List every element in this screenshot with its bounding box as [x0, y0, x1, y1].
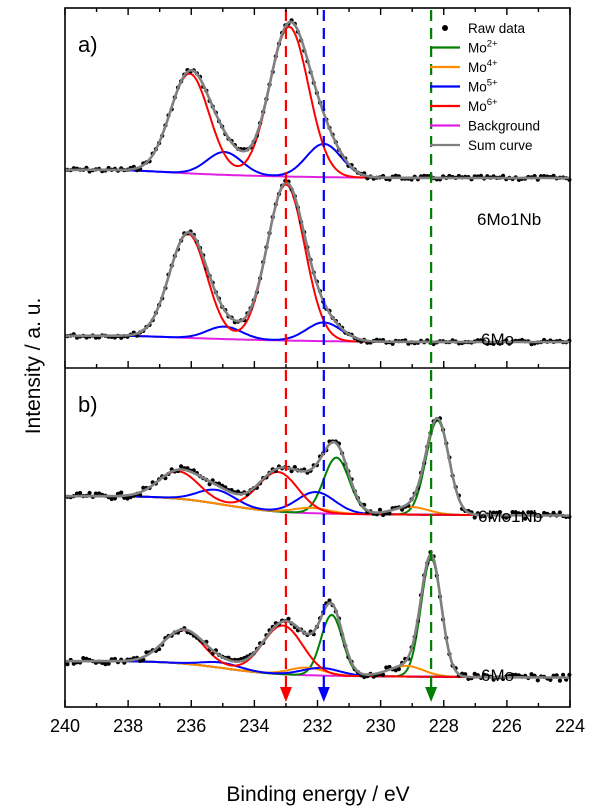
raw-data-point	[119, 490, 124, 495]
sum-curve	[64, 20, 570, 180]
raw-data-point	[513, 510, 518, 515]
x-tick-label: 224	[555, 716, 585, 736]
reference-arrow	[317, 687, 330, 702]
raw-data-point	[561, 672, 566, 678]
raw-data-point	[87, 490, 92, 496]
sample-label-a-bottom: 6Mo	[481, 330, 514, 349]
sum-curve	[65, 181, 570, 344]
axes-frame	[64, 7, 571, 708]
legend-label: Sum curve	[468, 138, 533, 153]
reference-arrow	[425, 687, 438, 702]
sample-label-b-bottom: 6Mo	[481, 666, 514, 685]
raw-data-point	[65, 662, 70, 667]
raw-data-point	[526, 510, 531, 515]
legend-item: Mo6+	[430, 97, 498, 114]
spectrum-b-6mo1nb	[65, 416, 572, 521]
component-curve-mo6plus	[65, 183, 570, 343]
raw-data-point	[472, 515, 477, 520]
x-axis-title: Binding energy / eV	[226, 783, 409, 806]
x-tick-label: 232	[302, 716, 332, 736]
raw-data-point	[557, 510, 563, 515]
legend-label: Mo4+	[468, 58, 498, 75]
raw-data-point	[109, 496, 114, 502]
raw-data-point	[510, 509, 515, 515]
raw-data-point	[542, 510, 547, 516]
raw-data-points	[65, 550, 572, 683]
raw-data-point	[93, 491, 98, 496]
legend-item: Background	[430, 119, 540, 134]
raw-data-point	[557, 678, 563, 683]
sum-curve	[65, 416, 570, 517]
x-tick-label: 234	[239, 716, 269, 736]
raw-data-point	[551, 510, 556, 515]
legend-label: Mo2+	[468, 39, 498, 56]
x-tick-label: 236	[176, 716, 206, 736]
legend: Raw data Mo2+ Mo4+ Mo5+ Mo6+ Background Sum cu…	[430, 21, 540, 153]
legend-item: Sum curve	[430, 138, 533, 153]
sum-curve	[65, 552, 570, 679]
raw-data-point	[141, 485, 146, 490]
raw-data-point	[179, 464, 184, 469]
raw-data-point	[387, 511, 392, 516]
legend-label: Raw data	[468, 21, 526, 36]
plot-frame	[64, 7, 571, 708]
x-tick-label: 238	[113, 716, 143, 736]
raw-data-point	[144, 650, 149, 655]
raw-data-point	[327, 598, 332, 603]
raw-data-point	[362, 674, 367, 680]
sample-label-b-top: 6Mo1Nb	[478, 507, 542, 526]
legend-item: Mo5+	[430, 78, 498, 95]
raw-data-point	[482, 672, 487, 677]
raw-data-point	[396, 667, 401, 672]
spectrum-b-6mo	[65, 550, 572, 683]
raw-data-point	[491, 677, 496, 682]
raw-data-point	[78, 490, 83, 496]
raw-data-point	[497, 509, 502, 515]
x-axis-ticks: 240 238 236 234 232 230 228 226 224	[50, 8, 585, 736]
legend-label: Mo5+	[468, 78, 498, 95]
reference-lines	[279, 10, 438, 702]
raw-data-point	[71, 661, 76, 666]
raw-data-point	[535, 678, 540, 683]
labels: a) b) 6Mo1Nb 6Mo 6Mo1Nb 6Mo Binding ener…	[22, 32, 542, 806]
raw-data-point	[81, 656, 86, 661]
raw-data-point	[491, 510, 496, 515]
raw-data-point	[286, 616, 291, 621]
legend-item: Mo4+	[430, 58, 498, 75]
raw-data-points	[65, 416, 572, 521]
raw-data-point	[510, 672, 515, 678]
raw-data-point	[235, 489, 241, 494]
panel-label-b: b)	[78, 392, 98, 417]
legend-label: Mo6+	[468, 97, 498, 114]
component-curve-mo2plus	[65, 419, 570, 517]
raw-data-point	[523, 516, 528, 521]
legend-item: Raw data	[442, 21, 526, 36]
raw-data-point	[103, 662, 108, 667]
x-tick-label: 228	[429, 716, 459, 736]
spectrum-a-6mo	[65, 178, 572, 347]
raw-data-point	[548, 677, 553, 683]
raw-data-point	[141, 657, 146, 663]
raw-data-point	[381, 512, 386, 518]
raw-data-point	[381, 672, 386, 677]
x-tick-label: 226	[492, 716, 522, 736]
raw-data-point	[384, 665, 389, 670]
raw-data-point	[377, 507, 383, 512]
plot-area	[64, 18, 572, 683]
y-axis-title: Intensity / a. u.	[22, 298, 45, 435]
legend-label: Background	[468, 119, 540, 134]
panel-label-a: a)	[78, 32, 98, 57]
legend-swatch-dot	[442, 25, 448, 31]
x-tick-label: 240	[50, 716, 80, 736]
legend-item: Mo2+	[430, 39, 498, 56]
x-tick-label: 230	[366, 716, 396, 736]
reference-arrow	[279, 687, 292, 702]
spectrum-a-6mo1nb	[64, 18, 572, 182]
raw-data-points	[65, 178, 572, 347]
raw-data-point	[106, 661, 111, 666]
raw-data-point	[513, 672, 518, 678]
sample-label-a-top: 6Mo1Nb	[477, 210, 541, 229]
